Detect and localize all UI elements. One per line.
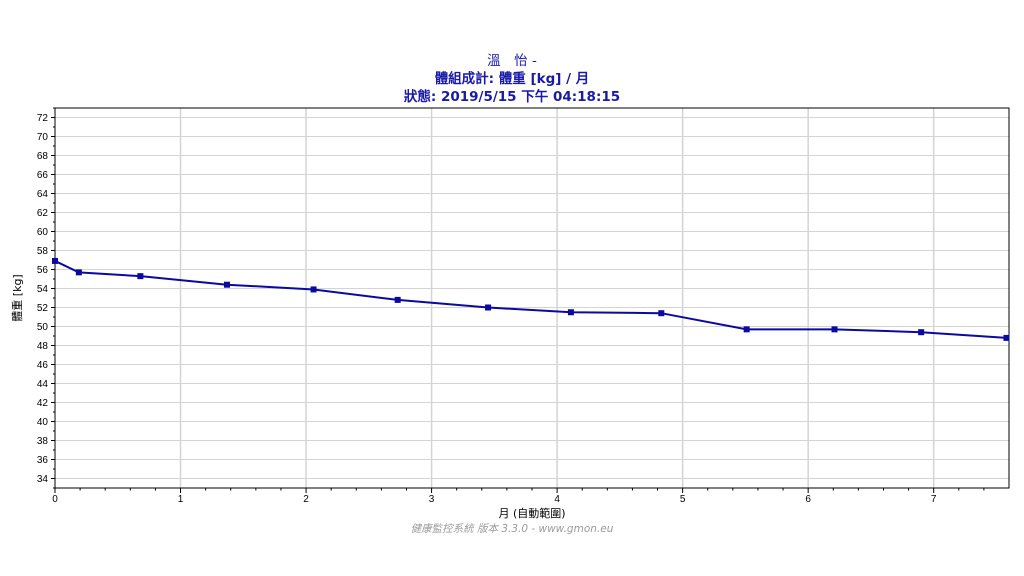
y-tick-label: 42 [37, 398, 49, 409]
y-tick-label: 72 [37, 113, 49, 124]
data-point [831, 326, 838, 333]
data-point [223, 281, 230, 288]
y-tick-label: 66 [37, 170, 49, 181]
data-point [310, 286, 317, 293]
y-tick-label: 38 [37, 436, 49, 447]
y-tick-label: 56 [37, 265, 49, 276]
chart-title-status: 狀態: 2019/5/15 下午 04:18:15 [403, 89, 621, 105]
plot-frame [54, 107, 1010, 489]
y-tick-label: 40 [37, 417, 49, 428]
y-tick-label: 60 [37, 227, 49, 238]
data-point [658, 310, 665, 317]
y-tick-label: 50 [37, 322, 49, 333]
data-point [75, 269, 82, 276]
y-axis-label: 體重 [kg] [10, 274, 24, 321]
x-axis-label: 月 (自動範圍) [498, 506, 565, 520]
data-point [485, 304, 492, 311]
x-tick-label: 0 [52, 494, 58, 505]
chart-title-metric: 體組成計: 體重 [kg] / 月 [434, 71, 590, 87]
y-tick-label: 36 [37, 455, 49, 466]
data-point [394, 296, 401, 303]
y-tick-label: 68 [37, 151, 49, 162]
chart-title-block: 溫 怡 - 體組成計: 體重 [kg] / 月 狀態: 2019/5/15 下午… [0, 52, 1024, 106]
y-tick-label: 34 [37, 474, 49, 485]
y-tick-label: 70 [37, 132, 49, 143]
y-tick-label: 64 [37, 189, 49, 200]
x-tick-label: 2 [303, 494, 309, 505]
y-tick-label: 54 [37, 284, 49, 295]
data-point [137, 273, 144, 280]
x-tick-label: 4 [554, 494, 560, 505]
data-point [918, 329, 925, 336]
x-tick-label: 7 [931, 494, 937, 505]
data-point [567, 309, 574, 316]
data-point [743, 326, 750, 333]
data-point [52, 257, 58, 264]
y-tick-label: 46 [37, 360, 49, 371]
y-tick-label: 52 [37, 303, 49, 314]
x-tick-label: 5 [680, 494, 686, 505]
y-tick-label: 44 [37, 379, 49, 390]
data-point [1003, 334, 1010, 341]
y-tick-label: 62 [37, 208, 49, 219]
x-tick-label: 6 [805, 494, 811, 505]
chart-title-name: 溫 怡 - [487, 53, 537, 69]
y-tick-label: 58 [37, 246, 49, 257]
y-tick-label: 48 [37, 341, 49, 352]
footer-version: 健康監控系統 版本 3.3.0 - www.gmon.eu [410, 523, 614, 535]
x-tick-label: 1 [178, 494, 184, 505]
x-tick-label: 3 [429, 494, 435, 505]
